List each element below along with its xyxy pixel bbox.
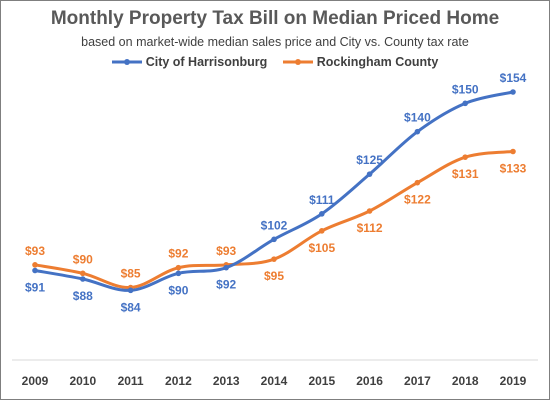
data-point-city <box>319 211 325 217</box>
data-point-city <box>271 236 277 243</box>
data-point-city <box>175 270 182 277</box>
x-tick-label: 2018 <box>452 374 479 388</box>
x-tick-label: 2017 <box>404 374 431 388</box>
chart-subtitle: based on market-wide median sales price … <box>81 35 469 49</box>
chart-legend: City of Harrisonburg Rockingham County <box>0 55 550 70</box>
data-label-county: $93 <box>216 244 236 258</box>
data-label-county: $93 <box>25 244 45 258</box>
data-label-county: $90 <box>73 252 93 266</box>
data-label-city: $88 <box>73 289 93 303</box>
legend-marker-city <box>111 59 142 65</box>
legend-marker-county <box>282 59 313 65</box>
data-label-county: $105 <box>308 241 335 255</box>
x-tick-label: 2010 <box>69 374 96 388</box>
data-point-city <box>366 171 373 177</box>
data-point-county <box>414 179 421 186</box>
data-point-city <box>510 89 516 95</box>
data-label-city: $140 <box>404 111 431 125</box>
data-label-county: $122 <box>404 193 431 207</box>
legend-label-city: City of Harrisonburg <box>145 55 268 69</box>
x-tick-label: 2014 <box>261 374 288 388</box>
data-point-city <box>32 267 38 274</box>
legend-item-county: Rockingham County <box>282 55 439 69</box>
legend-label-county: Rockingham County <box>316 55 439 69</box>
x-tick-label: 2015 <box>308 374 335 388</box>
data-label-city: $84 <box>121 300 141 314</box>
data-label-city: $154 <box>500 71 527 85</box>
chart-title: Monthly Property Tax Bill on Median Pric… <box>50 8 500 29</box>
x-tick-label: 2011 <box>118 374 144 388</box>
x-tick-label: 2009 <box>22 374 49 388</box>
data-point-city <box>223 264 229 271</box>
x-tick-label: 2013 <box>213 374 240 388</box>
legend-item-city: City of Harrisonburg <box>111 55 268 69</box>
data-point-city <box>80 276 86 282</box>
data-point-county <box>175 264 182 271</box>
data-label-city: $90 <box>168 283 188 297</box>
data-label-county: $112 <box>357 221 383 235</box>
x-tick-label: 2016 <box>356 374 383 388</box>
data-point-county <box>271 256 277 262</box>
data-point-county <box>32 262 38 268</box>
data-label-city: $125 <box>356 153 383 167</box>
data-label-city: $150 <box>452 82 479 96</box>
data-label-city: $102 <box>261 218 288 232</box>
data-point-city <box>414 128 421 135</box>
data-label-city: $91 <box>25 281 45 295</box>
data-label-city: $111 <box>309 193 335 207</box>
data-point-county <box>366 208 373 214</box>
data-label-county: $85 <box>121 267 141 281</box>
data-point-county <box>510 148 516 155</box>
data-label-county: $131 <box>452 167 479 181</box>
data-point-county <box>80 270 86 277</box>
data-point-county <box>319 228 325 234</box>
data-label-city: $92 <box>216 278 236 292</box>
x-tick-label: 2012 <box>165 374 192 388</box>
data-label-county: $92 <box>168 247 188 261</box>
data-label-county: $133 <box>500 162 527 176</box>
x-tick-label: 2019 <box>500 374 527 388</box>
data-point-city <box>127 287 134 294</box>
data-point-county <box>462 154 469 160</box>
data-point-city <box>462 100 469 107</box>
data-label-county: $95 <box>264 269 284 283</box>
